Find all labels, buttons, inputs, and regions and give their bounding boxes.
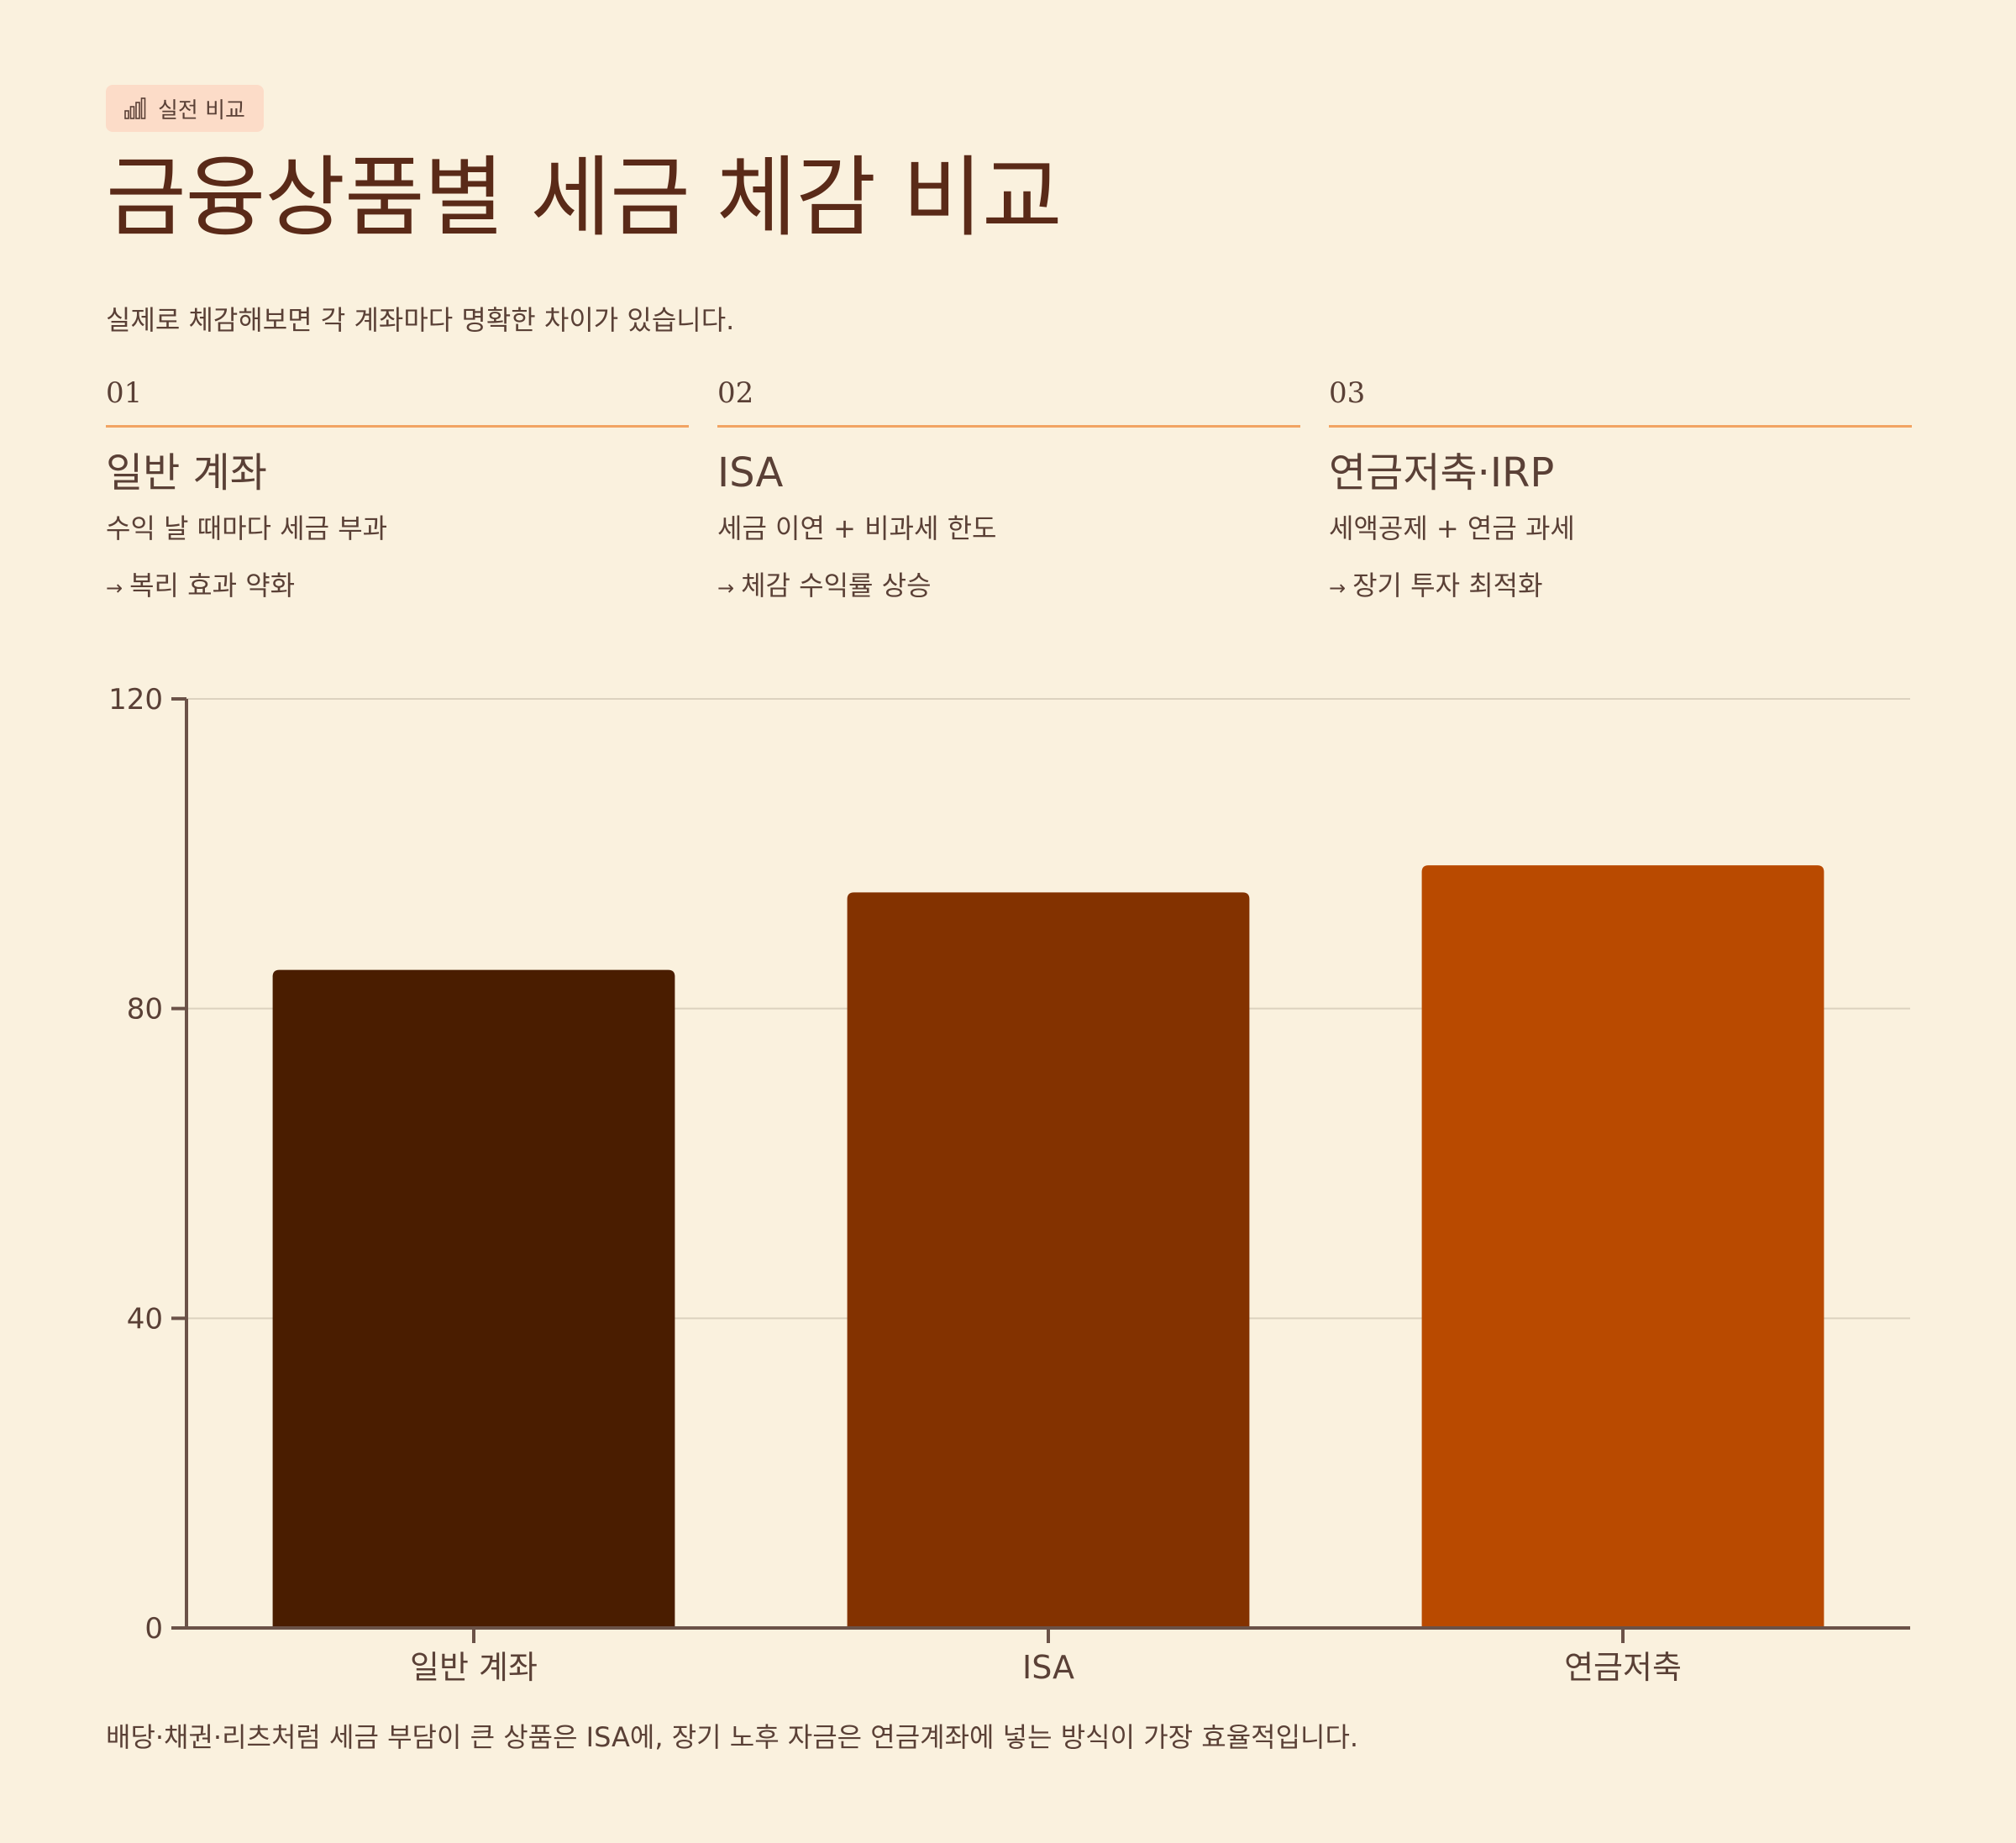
column-number: 02 xyxy=(717,376,754,410)
y-tick-label: 120 xyxy=(108,683,163,717)
column-pension-irp: 03 연금저축·IRP 세액공제 + 연금 과세 → 장기 투자 최적화 xyxy=(1329,375,1912,606)
column-result: → 복리 효과 약화 xyxy=(106,567,689,606)
column-title: 일반 계좌 xyxy=(106,449,267,496)
column-description: 세금 이연 + 비과세 한도 xyxy=(717,512,997,544)
column-result-text: 체감 수익률 상승 xyxy=(741,570,932,601)
y-tick-label: 0 xyxy=(144,1612,163,1646)
section-badge: 실전 비교 xyxy=(106,85,264,132)
column-description: 세액공제 + 연금 과세 xyxy=(1329,512,1575,544)
page-title: 금융상품별 세금 체감 비교 xyxy=(106,146,1063,249)
bar-chart-icon xyxy=(124,97,146,119)
x-tick-label: ISA xyxy=(1022,1649,1074,1686)
x-tick-label: 연금저축 xyxy=(1564,1649,1682,1686)
arrow-icon: → xyxy=(717,576,735,600)
column-isa: 02 ISA 세금 이연 + 비과세 한도 → 체감 수익률 상승 xyxy=(717,375,1300,606)
y-tick-label: 80 xyxy=(127,993,163,1027)
arrow-icon: → xyxy=(1329,576,1347,600)
bar-1 xyxy=(272,969,675,1628)
column-title: 연금저축·IRP xyxy=(1329,449,1555,496)
column-divider xyxy=(717,425,1300,428)
column-result-text: 장기 투자 최적화 xyxy=(1352,570,1543,601)
column-divider xyxy=(1329,425,1912,428)
y-tick-label: 40 xyxy=(127,1302,163,1336)
column-result-text: 복리 효과 약화 xyxy=(129,570,296,601)
page-subtitle: 실제로 체감해보면 각 계좌마다 명확한 차이가 있습니다. xyxy=(106,304,735,336)
bar-3 xyxy=(1421,865,1824,1628)
column-title: ISA xyxy=(717,449,784,496)
column-divider xyxy=(106,425,689,428)
column-general-account: 01 일반 계좌 수익 날 때마다 세금 부과 → 복리 효과 약화 xyxy=(106,375,689,606)
footnote: 배당·채권·리츠처럼 세금 부담이 큰 상품은 ISA에, 장기 노후 자금은 … xyxy=(106,1721,1359,1753)
badge-label: 실전 비교 xyxy=(158,97,245,123)
column-result: → 체감 수익률 상승 xyxy=(717,567,1300,606)
x-tick-label: 일반 계좌 xyxy=(410,1649,538,1686)
column-description: 수익 날 때마다 세금 부과 xyxy=(106,512,388,544)
column-number: 03 xyxy=(1329,376,1366,410)
arrow-icon: → xyxy=(106,576,123,600)
column-number: 01 xyxy=(106,376,143,410)
bar-2 xyxy=(847,892,1250,1628)
column-result: → 장기 투자 최적화 xyxy=(1329,567,1912,606)
